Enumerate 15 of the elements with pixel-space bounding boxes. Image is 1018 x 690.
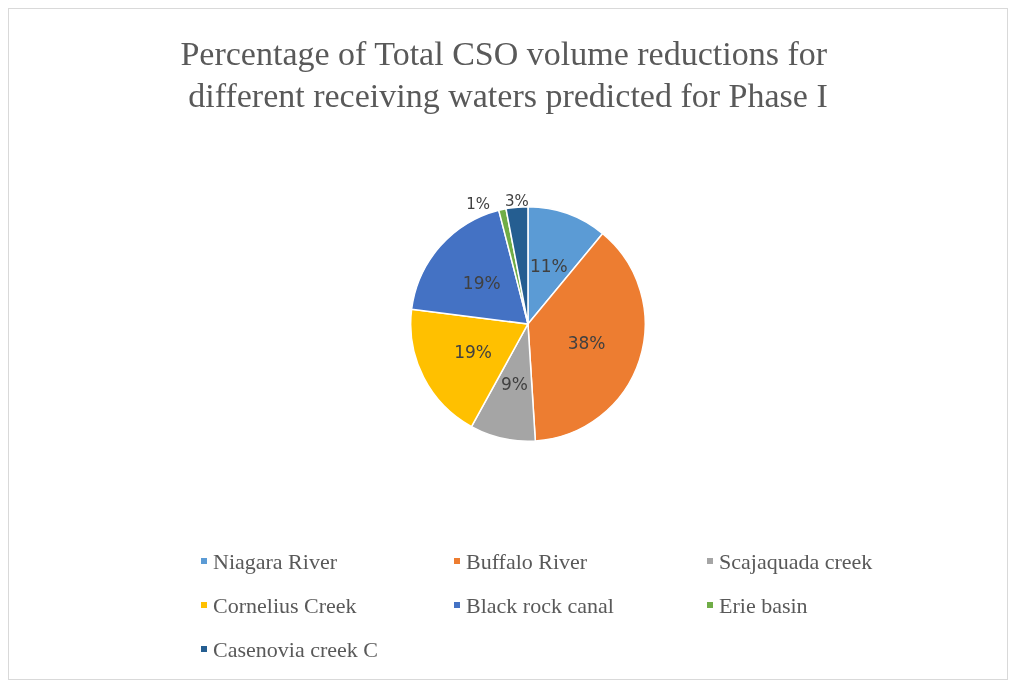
data-label: 19% xyxy=(462,273,501,294)
legend-label: Erie basin xyxy=(719,592,808,618)
data-label: 1% xyxy=(466,194,490,213)
legend-label: Buffalo River xyxy=(466,548,588,574)
data-label: 3% xyxy=(504,192,529,211)
data-label: 11% xyxy=(529,255,568,276)
legend-label: Black rock canal xyxy=(466,592,614,618)
legend-label: Niagara River xyxy=(213,548,338,574)
legend-label: Scajaquada creek xyxy=(719,548,873,574)
legend-label: Casenovia creek C xyxy=(213,636,378,662)
data-label: 38% xyxy=(567,332,606,353)
data-label: 9% xyxy=(501,374,529,395)
legend-label: Cornelius Creek xyxy=(213,592,357,618)
data-label: 19% xyxy=(454,341,492,362)
chart-title: Percentage of Total CSO volume reductions for different receiving waters predicted for Phase I xyxy=(180,34,836,114)
